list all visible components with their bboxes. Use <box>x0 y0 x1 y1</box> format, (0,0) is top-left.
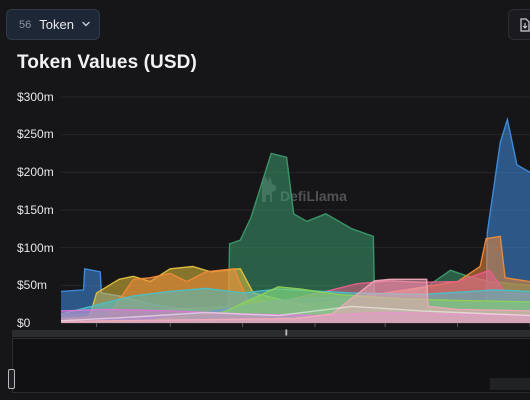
series-line-10 <box>60 305 530 322</box>
watermark-text: DefiLlama <box>280 188 347 204</box>
token-count-badge: 56 <box>19 18 32 31</box>
y-tick-label: $100m <box>17 241 54 255</box>
series-areas <box>60 116 530 324</box>
chart-scroll-track[interactable] <box>12 330 530 337</box>
chart-title: Token Values (USD) <box>17 52 197 73</box>
series-line-9 <box>60 278 530 323</box>
token-selector-button[interactable]: 56 Token <box>6 9 100 40</box>
y-tick-label: $0 <box>17 316 31 330</box>
series-area-1[interactable] <box>61 153 530 324</box>
y-tick-label: $150m <box>17 203 54 217</box>
y-tick-label: $250m <box>17 127 54 141</box>
x-axis-ticks: JulSepNov2025MarMayJul <box>96 323 530 327</box>
y-tick-label: $200m <box>17 165 54 179</box>
download-csv-button[interactable] <box>508 9 530 40</box>
y-tick-label: $300m <box>17 90 54 104</box>
series-area-9[interactable] <box>61 279 530 323</box>
token-selector-label: Token <box>39 17 74 32</box>
series-line-3 <box>60 235 530 322</box>
zoom-selection-overlay <box>490 378 530 390</box>
zoom-start-handle[interactable] <box>8 369 15 389</box>
series-line-6 <box>60 287 530 315</box>
download-icon <box>520 18 530 32</box>
chevron-down-icon <box>82 21 90 27</box>
y-tick-label: $50m <box>17 278 48 292</box>
scroll-grip-icon[interactable]: ||| <box>285 330 288 336</box>
data-zoom-slider[interactable] <box>12 338 530 393</box>
area-chart: DefiLlama JulSepNov2025MarMayJul <box>60 96 530 327</box>
series-line-1 <box>60 152 530 317</box>
